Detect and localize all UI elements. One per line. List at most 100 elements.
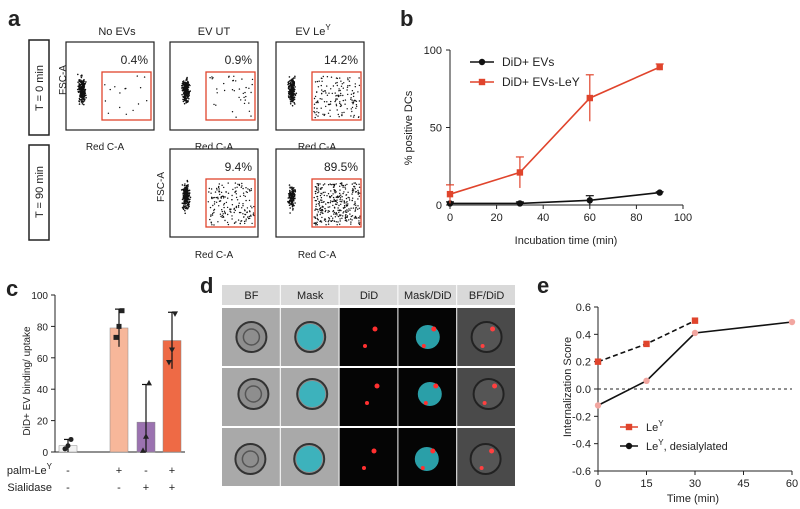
- flow-event: [328, 210, 331, 212]
- flow-event: [341, 114, 343, 116]
- flow-event: [289, 79, 291, 82]
- flow-event: [242, 205, 244, 207]
- flow-event: [188, 202, 190, 204]
- flow-xlabel: Red C-A: [195, 250, 234, 261]
- flow-event: [210, 215, 212, 217]
- flow-event: [78, 86, 81, 88]
- panel-c: DiD+ EV binding/ uptake palm-LeY Sialida…: [7, 291, 185, 494]
- flow-event: [314, 186, 317, 188]
- flow-event: [291, 186, 293, 188]
- flow-event: [288, 204, 291, 206]
- flow-event: [182, 80, 185, 82]
- c-palm-sign: -: [66, 465, 70, 477]
- flow-event: [251, 83, 253, 86]
- flow-event: [218, 188, 220, 190]
- flow-event: [317, 192, 319, 194]
- flow-event: [210, 188, 213, 190]
- flow-event: [213, 224, 215, 226]
- flow-event: [342, 212, 344, 214]
- flow-event: [289, 187, 292, 189]
- flow-event: [238, 88, 241, 90]
- flow-event: [358, 207, 360, 209]
- flow-event: [316, 213, 318, 215]
- flow-event: [185, 83, 187, 86]
- flow-event: [187, 185, 189, 188]
- b-data-point: [586, 94, 593, 102]
- flow-event: [329, 109, 331, 112]
- flow-event: [180, 189, 183, 191]
- flow-event: [291, 98, 293, 101]
- flow-event: [352, 103, 354, 105]
- flow-event: [331, 200, 333, 203]
- flow-event: [291, 188, 293, 191]
- flow-event: [344, 188, 347, 190]
- flow-event: [224, 212, 226, 214]
- flow-event: [82, 99, 84, 101]
- flow-event: [119, 106, 121, 109]
- flow-event: [339, 214, 341, 216]
- flow-event: [343, 200, 345, 202]
- flow-event: [327, 221, 329, 223]
- flow-event: [186, 86, 188, 89]
- flow-event: [333, 200, 335, 202]
- flow-event: [185, 99, 188, 102]
- flow-event: [289, 212, 291, 214]
- flow-event: [346, 183, 348, 186]
- flow-event: [139, 87, 142, 89]
- chart-b: 0 20 40 60 80 100 0 50 100 DiD+ EVs DiD+ EVs-LeY: [424, 45, 693, 224]
- e-legend-label: LeY, desialylated: [646, 438, 728, 453]
- panel-a: T = 0 min T = 90 min No EVs EV UT EV LeY…: [28, 23, 365, 261]
- flow-event: [210, 222, 213, 224]
- flow-event: [318, 191, 320, 193]
- flow-event: [293, 193, 296, 195]
- flow-event: [333, 211, 336, 214]
- flow-event: [241, 182, 243, 185]
- flow-event: [186, 92, 188, 94]
- flow-event: [217, 221, 219, 223]
- b-y-tick-label: 0: [436, 200, 442, 212]
- flow-event: [125, 87, 127, 90]
- b-x-tick-label: 60: [584, 212, 596, 224]
- flow-event: [184, 183, 186, 185]
- flow-event: [330, 76, 333, 78]
- flow-event: [342, 87, 344, 89]
- flow-event: [355, 183, 358, 186]
- flow-event: [340, 85, 343, 88]
- flow-event: [292, 198, 294, 200]
- flow-event: [324, 207, 326, 210]
- flow-event: [81, 93, 83, 95]
- flow-event: [80, 76, 83, 79]
- col-title-ev-ut: EV UT: [198, 26, 231, 38]
- flow-event: [351, 106, 354, 109]
- flow-event: [182, 98, 184, 101]
- flow-event: [338, 195, 340, 198]
- flow-event: [238, 184, 241, 187]
- d-cell: [234, 443, 267, 475]
- flow-event: [314, 112, 316, 114]
- flow-event: [293, 93, 296, 95]
- flow-event: [351, 90, 354, 92]
- d-cell: [235, 321, 268, 353]
- d-header-bg: [222, 285, 280, 305]
- d-header-bg: [280, 285, 339, 305]
- d-image-tile: [280, 308, 339, 366]
- flow-event: [250, 215, 252, 217]
- b-data-point: [516, 200, 524, 207]
- flow-event: [319, 209, 321, 212]
- d-column-label: Mask: [297, 290, 324, 302]
- flow-event: [245, 220, 247, 222]
- flow-event: [340, 203, 342, 205]
- flow-event: [314, 209, 316, 211]
- d-tile-bg: [339, 368, 398, 426]
- flow-event: [338, 116, 340, 118]
- flow-event: [294, 86, 296, 88]
- flow-event: [344, 206, 346, 208]
- flow-event: [250, 115, 252, 117]
- d-cell: [470, 321, 503, 353]
- e-y-tick-label: 0.6: [576, 302, 591, 314]
- flow-event: [352, 188, 354, 190]
- flow-event: [213, 201, 216, 203]
- flow-event: [227, 197, 229, 199]
- col-title-sup: Y: [325, 23, 331, 32]
- d-tile-bg: [339, 428, 398, 486]
